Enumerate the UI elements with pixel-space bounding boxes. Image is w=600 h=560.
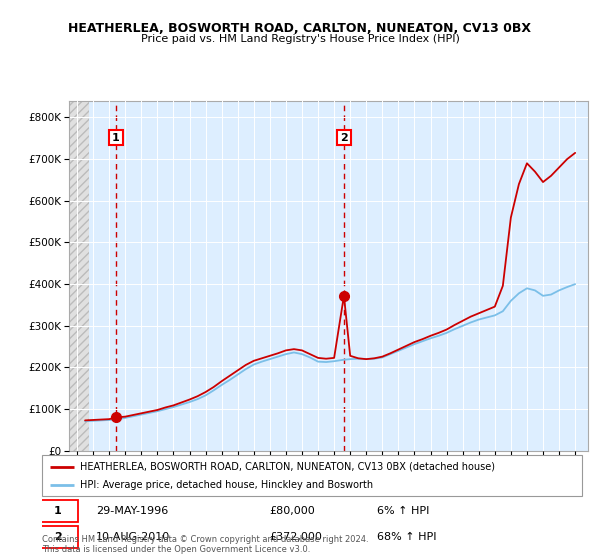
Text: HPI: Average price, detached house, Hinckley and Bosworth: HPI: Average price, detached house, Hinc… xyxy=(80,480,373,490)
Text: Price paid vs. HM Land Registry's House Price Index (HPI): Price paid vs. HM Land Registry's House … xyxy=(140,34,460,44)
Text: 2: 2 xyxy=(54,532,62,542)
Text: 68% ↑ HPI: 68% ↑ HPI xyxy=(377,532,436,542)
Text: 6% ↑ HPI: 6% ↑ HPI xyxy=(377,506,429,516)
Text: HEATHERLEA, BOSWORTH ROAD, CARLTON, NUNEATON, CV13 0BX: HEATHERLEA, BOSWORTH ROAD, CARLTON, NUNE… xyxy=(68,22,532,35)
FancyBboxPatch shape xyxy=(38,526,78,548)
Text: HEATHERLEA, BOSWORTH ROAD, CARLTON, NUNEATON, CV13 0BX (detached house): HEATHERLEA, BOSWORTH ROAD, CARLTON, NUNE… xyxy=(80,461,495,472)
Text: 29-MAY-1996: 29-MAY-1996 xyxy=(96,506,168,516)
Text: £372,000: £372,000 xyxy=(269,532,322,542)
FancyBboxPatch shape xyxy=(38,501,78,522)
Text: 2: 2 xyxy=(340,133,348,143)
Text: Contains HM Land Registry data © Crown copyright and database right 2024.
This d: Contains HM Land Registry data © Crown c… xyxy=(42,535,368,554)
Text: 1: 1 xyxy=(54,506,62,516)
Text: 10-AUG-2010: 10-AUG-2010 xyxy=(96,532,170,542)
Text: £80,000: £80,000 xyxy=(269,506,314,516)
Text: 1: 1 xyxy=(112,133,120,143)
Bar xyxy=(69,101,89,451)
Bar xyxy=(89,101,588,451)
